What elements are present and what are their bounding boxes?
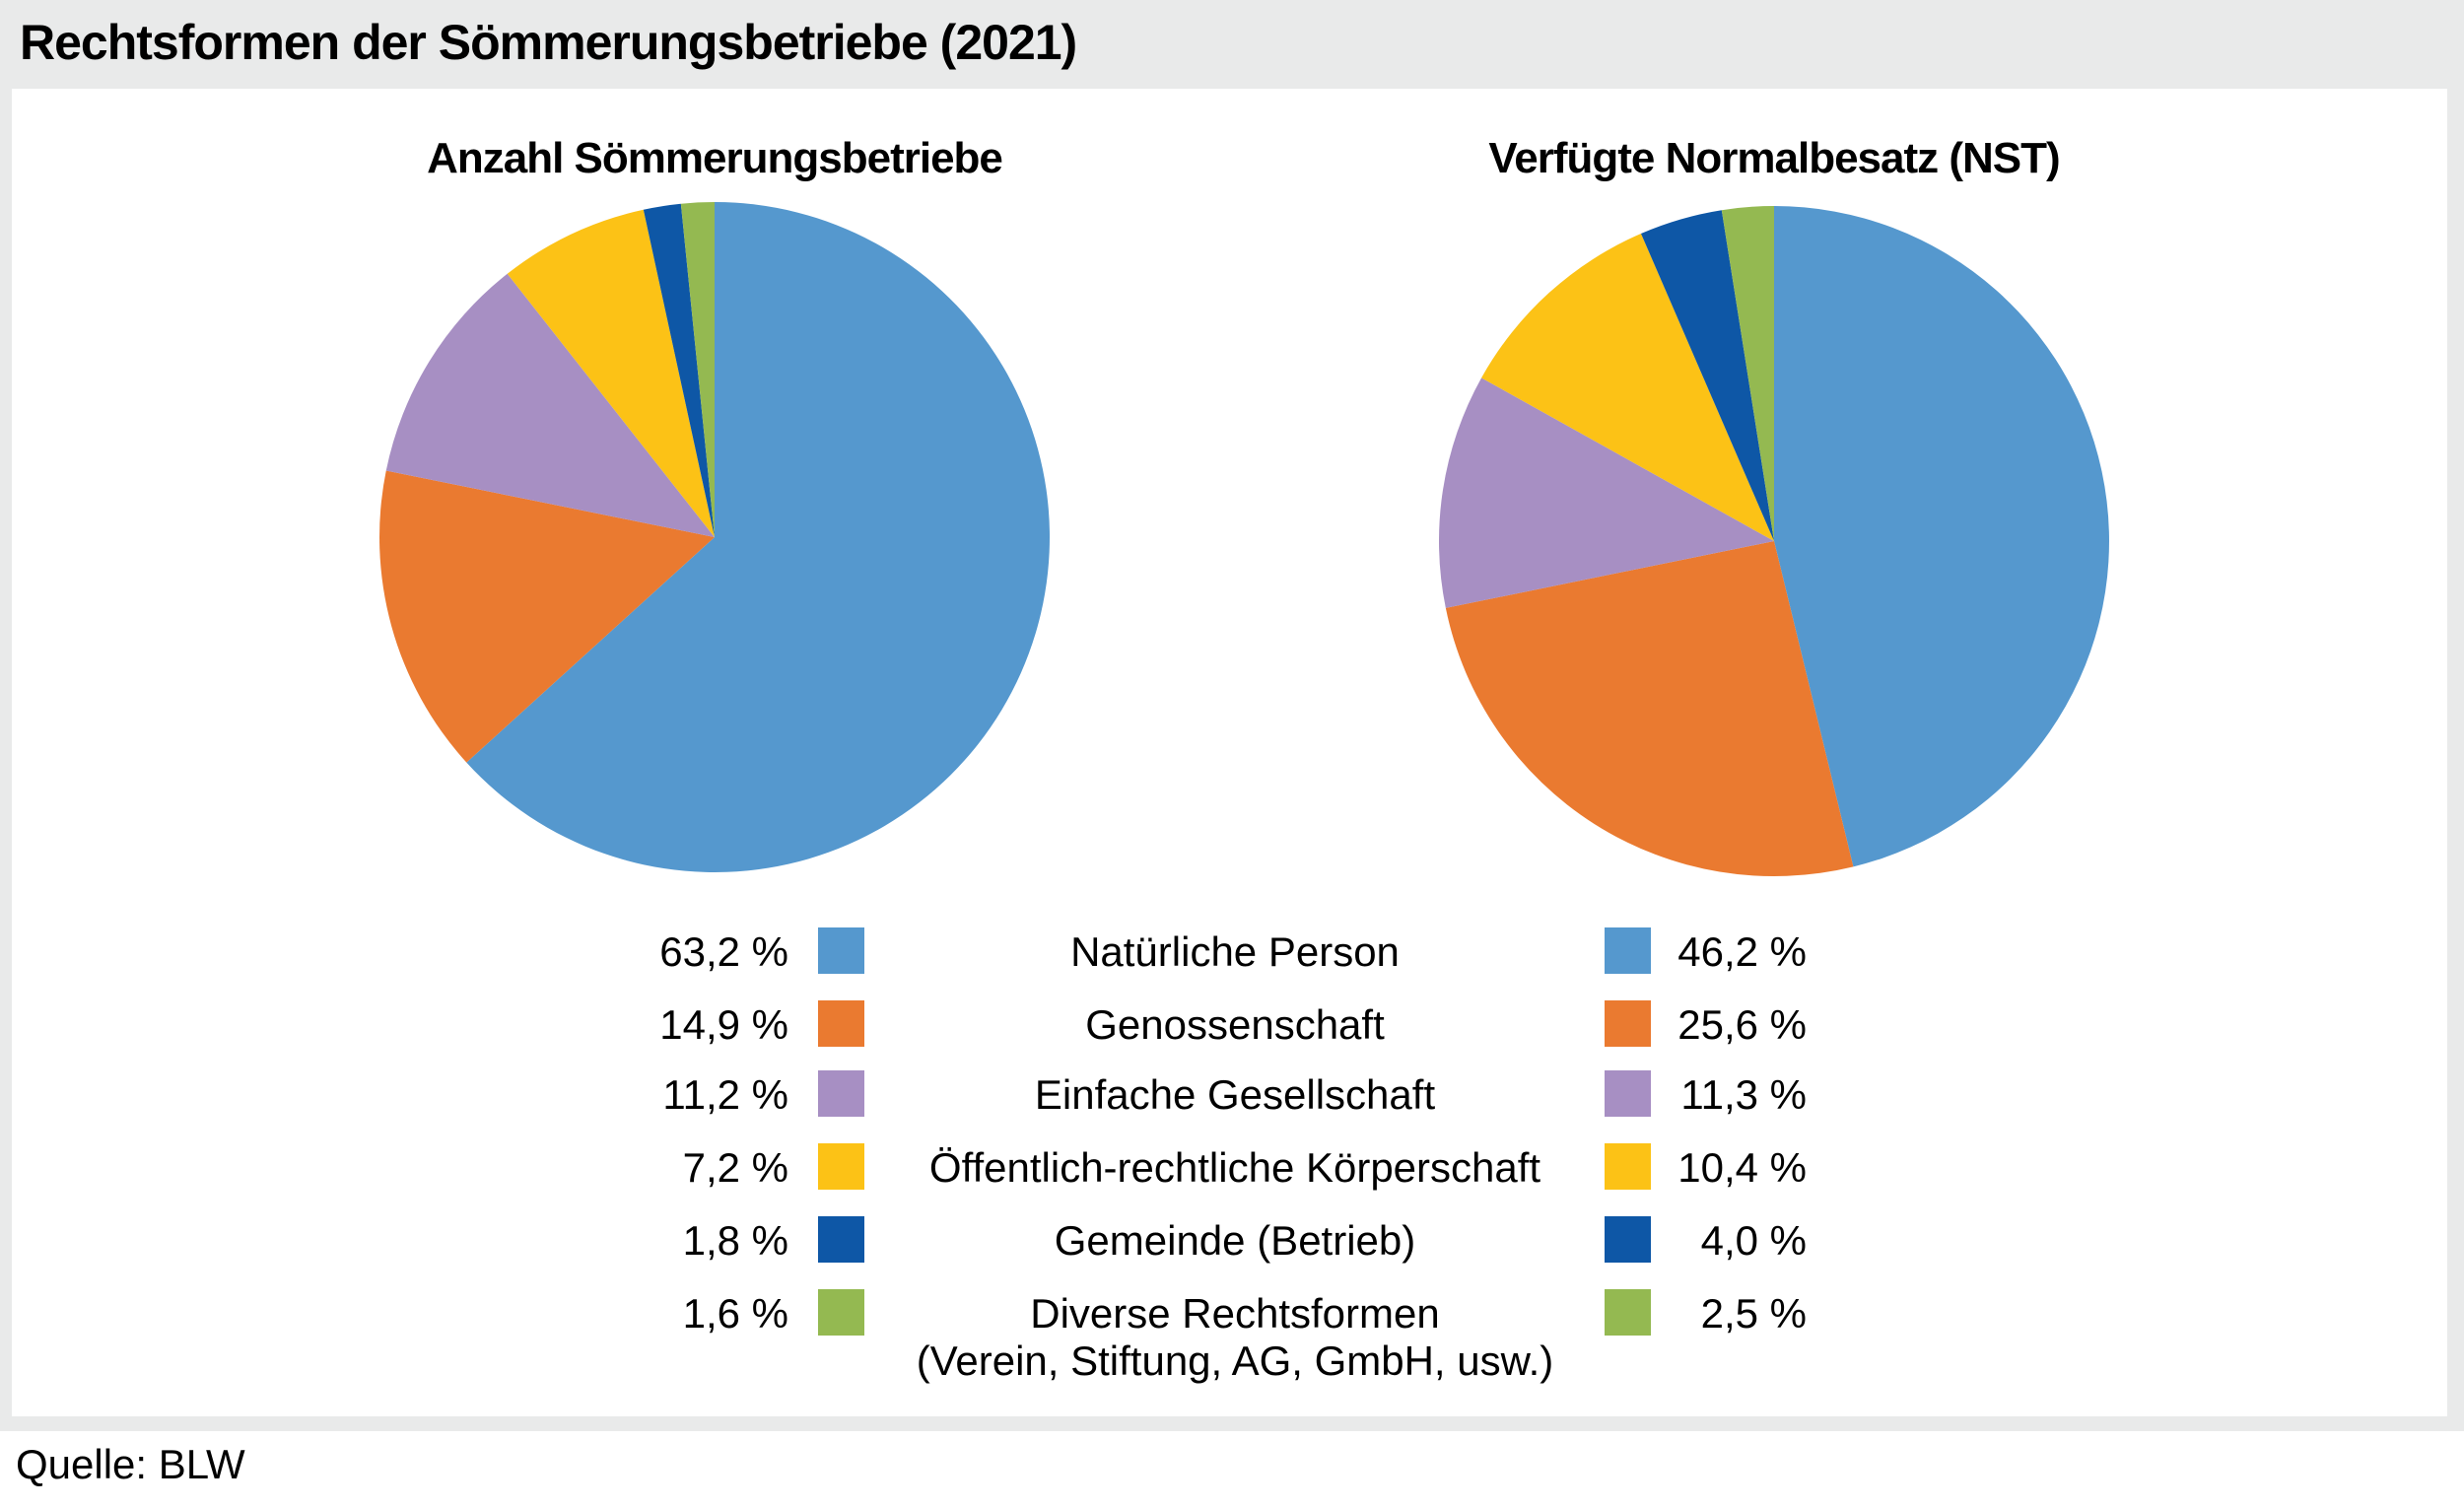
pie-slice — [379, 470, 715, 763]
left-pie-percent: 14,9 % — [659, 1001, 788, 1048]
legend-color-chip-right — [1605, 1289, 1651, 1336]
legend-color-chip-right — [1605, 1070, 1651, 1117]
source-note: Quelle: BLW — [16, 1441, 245, 1487]
legend-color-chip-left — [818, 927, 864, 974]
legend-row: 63,2 % Natürliche Person 46,2 % — [0, 927, 2464, 975]
legend-color-chip-left — [818, 1216, 864, 1263]
legend-label: Natürliche Person — [860, 927, 1609, 976]
page-title: Rechtsformen der Sömmerungsbetriebe (202… — [20, 15, 1077, 70]
legend-label-text: Diverse Rechtsformen — [1030, 1290, 1440, 1337]
pie-slice — [680, 202, 715, 537]
legend-color-chip-right — [1605, 1000, 1651, 1047]
legend-color-chip-left — [818, 1070, 864, 1117]
left-pie-percent: 63,2 % — [659, 928, 788, 975]
pie-slice — [1774, 206, 2109, 867]
chart-panel — [12, 89, 2447, 1416]
legend-label: Genossenschaft — [860, 1000, 1609, 1049]
pie-chart-anzahl-soemmerungsbetriebe — [379, 202, 1050, 872]
left-pie-percent: 1,6 % — [682, 1290, 788, 1337]
legend-color-chip-left — [818, 1289, 864, 1336]
legend-label-text: Einfache Gesellschaft — [1034, 1071, 1436, 1118]
right-pie-percent: 4,0 % — [1700, 1217, 1807, 1264]
legend-label: Gemeinde (Betrieb) — [860, 1216, 1609, 1265]
legend-label: Öffentlich-rechtliche Körperschaft — [860, 1143, 1609, 1192]
pie-slice — [1439, 377, 1774, 608]
legend-color-chip-left — [818, 1143, 864, 1190]
legend-row: 1,8 % Gemeinde (Betrieb) 4,0 % — [0, 1216, 2464, 1264]
left-pie-percent: 7,2 % — [682, 1144, 788, 1191]
right-pie-percent: 10,4 % — [1677, 1144, 1807, 1191]
left-pie-percent: 11,2 % — [662, 1071, 788, 1118]
legend-row: 11,2 % Einfache Gesellschaft 11,3 % — [0, 1070, 2464, 1118]
legend-label-text: Öffentlich-rechtliche Körperschaft — [928, 1144, 1541, 1191]
legend-label-text-line2: (Verein, Stiftung, AG, GmbH, usw.) — [916, 1338, 1554, 1384]
right-pie-percent: 46,2 % — [1677, 928, 1807, 975]
right-pie-percent: 11,3 % — [1680, 1071, 1807, 1118]
legend-row: 7,2 % Öffentlich-rechtliche Körperschaft… — [0, 1143, 2464, 1191]
pie-slice — [385, 273, 715, 537]
pie-slice — [466, 202, 1050, 872]
pie-chart-verfuegte-normalbesatz — [1439, 206, 2109, 876]
legend-color-chip-right — [1605, 1143, 1651, 1190]
left-pie-title: Anzahl Sömmerungsbetriebe — [427, 134, 1003, 182]
legend-label-text: Natürliche Person — [1070, 928, 1400, 975]
right-pie-percent: 25,6 % — [1677, 1001, 1807, 1048]
pie-slice — [643, 203, 715, 537]
legend-label: Diverse Rechtsformen (Verein, Stiftung, … — [860, 1289, 1609, 1385]
legend-label-text: Genossenschaft — [1085, 1001, 1385, 1048]
left-pie-percent: 1,8 % — [682, 1217, 788, 1264]
legend-row: 14,9 % Genossenschaft 25,6 % — [0, 1000, 2464, 1048]
pie-slice — [507, 209, 715, 538]
right-pie-title: Verfügte Normalbesatz (NST) — [1488, 134, 2060, 182]
legend-row: 1,6 % Diverse Rechtsformen (Verein, Stif… — [0, 1289, 2464, 1384]
legend-color-chip-right — [1605, 1216, 1651, 1263]
pie-slice — [1445, 541, 1854, 876]
legend-label-text: Gemeinde (Betrieb) — [1054, 1217, 1416, 1264]
pie-slice — [1721, 206, 1774, 541]
legend-color-chip-right — [1605, 927, 1651, 974]
pie-slice — [1481, 233, 1774, 541]
legend-color-chip-left — [818, 1000, 864, 1047]
pie-slice — [1640, 210, 1774, 541]
legend-label: Einfache Gesellschaft — [860, 1070, 1609, 1119]
right-pie-percent: 2,5 % — [1700, 1290, 1807, 1337]
